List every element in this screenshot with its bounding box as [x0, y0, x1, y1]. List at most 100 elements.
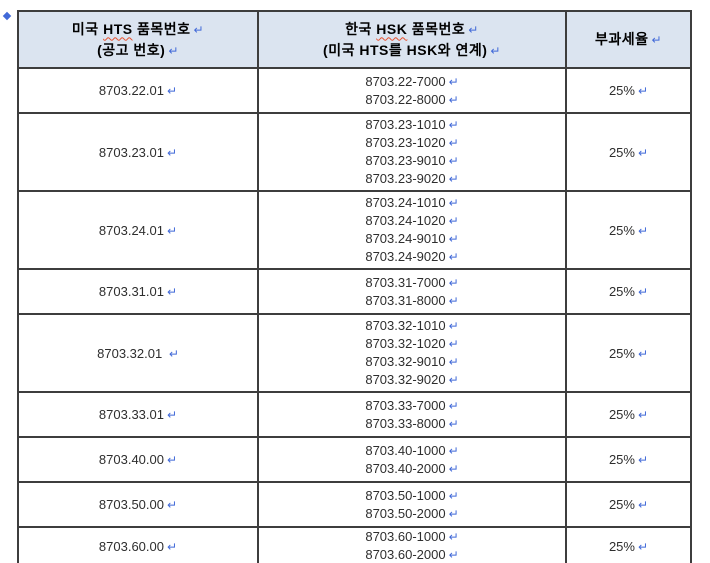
hsk-code: 8703.50-1000 — [365, 487, 446, 503]
return-mark-icon: ↵ — [448, 214, 459, 228]
hts-code-cell[interactable]: 8703.22.01 ↵ — [17, 67, 259, 114]
rate-value: 25% — [608, 222, 635, 238]
table-row: 8703.22.01 ↵ 8703.22-7000 ↵ 8703.22-8000 ↵ 25%… — [17, 67, 692, 114]
table-anchor-icon[interactable] — [2, 11, 12, 21]
hsk-code: 8703.24-1020 — [365, 213, 446, 228]
return-mark-icon: ↵ — [637, 145, 649, 160]
hts-code-cell[interactable]: 8703.40.00 ↵ — [17, 436, 259, 483]
table-header: 미국 HTS 품목번호 ↵ (공고 번호) ↵ 한국 HSK 품목번호 ↵ (미국 H… — [17, 10, 692, 69]
hsk-code-line: 8703.32-1020 ↵ — [260, 335, 564, 353]
rate-cell[interactable]: 25% ↵ — [565, 268, 692, 315]
return-mark-icon: ↵ — [448, 154, 459, 168]
return-mark-icon: ↵ — [448, 416, 459, 431]
return-mark-icon: ↵ — [448, 136, 459, 150]
return-mark-icon: ↵ — [168, 346, 179, 361]
hts-code-cell[interactable]: 8703.23.01 ↵ — [17, 112, 259, 192]
rate-cell[interactable]: 25% ↵ — [565, 313, 692, 393]
return-mark-icon: ↵ — [448, 337, 459, 351]
hsk-code: 8703.31-7000 — [365, 274, 446, 290]
rate-cell[interactable]: 25% ↵ — [565, 481, 692, 528]
hsk-code: 8703.22-7000 — [365, 73, 446, 89]
return-mark-icon: ↵ — [637, 539, 649, 554]
hts-code: 8703.60.00 — [98, 538, 164, 554]
hsk-code: 8703.40-1000 — [365, 442, 446, 458]
header-hts-line2: (공고 번호) ↵ — [20, 40, 256, 61]
return-mark-icon: ↵ — [448, 196, 459, 210]
rate-cell[interactable]: 25% ↵ — [565, 67, 692, 114]
header-text: 품목번호 — [407, 20, 466, 37]
rate-cell[interactable]: 25% ↵ — [565, 436, 692, 483]
hts-code-cell[interactable]: 8703.31.01 ↵ — [17, 268, 259, 315]
hsk-code-line: 8703.23-1010 ↵ — [260, 116, 564, 134]
header-text: 품목번호 — [132, 20, 191, 37]
return-mark-icon: ↵ — [468, 22, 479, 37]
return-mark-icon: ↵ — [637, 285, 649, 299]
return-mark-icon: ↵ — [168, 43, 179, 58]
table-row: 8703.31.01 ↵ 8703.31-7000 ↵ 8703.31-8000 ↵ 25%… — [17, 268, 692, 315]
return-mark-icon: ↵ — [448, 530, 459, 544]
header-cell-hsk[interactable]: 한국 HSK 품목번호 ↵ (미국 HTS를 HSK와 연계) ↵ — [257, 10, 567, 69]
header-row: 미국 HTS 품목번호 ↵ (공고 번호) ↵ 한국 HSK 품목번호 ↵ (미국 H… — [17, 10, 692, 69]
hsk-codes-cell[interactable]: 8703.32-1010 ↵ 8703.32-1020 ↵ 8703.32-9010 ↵ 8… — [257, 313, 567, 393]
header-text: 미국 — [71, 20, 104, 37]
return-mark-icon: ↵ — [448, 548, 459, 562]
return-mark-icon: ↵ — [637, 498, 649, 512]
hsk-code: 8703.23-9010 — [365, 153, 446, 168]
hsk-code-line: 8703.33-7000 ↵ — [260, 397, 564, 415]
header-cell-rate[interactable]: 부과세율 ↵ — [565, 10, 692, 69]
header-cell-hts[interactable]: 미국 HTS 품목번호 ↵ (공고 번호) ↵ — [17, 10, 259, 69]
hsk-code-line: 8703.40-1000 ↵ — [260, 442, 564, 460]
rate-value: 25% — [608, 284, 635, 299]
rate-cell[interactable]: 25% ↵ — [565, 190, 692, 270]
hsk-code-line: 8703.23-9020 ↵ — [260, 170, 564, 188]
rate-cell[interactable]: 25% ↵ — [565, 112, 692, 192]
hsk-code-line: 8703.32-9010 ↵ — [260, 353, 564, 371]
return-mark-icon: ↵ — [637, 453, 649, 467]
hsk-code: 8703.33-7000 — [365, 397, 446, 413]
hsk-code: 8703.32-1020 — [365, 336, 446, 351]
return-mark-icon: ↵ — [637, 223, 649, 238]
return-mark-icon: ↵ — [637, 346, 649, 361]
return-mark-icon: ↵ — [167, 408, 178, 422]
return-mark-icon: ↵ — [490, 43, 501, 58]
hsk-codes-cell[interactable]: 8703.31-7000 ↵ 8703.31-8000 ↵ — [257, 268, 567, 315]
return-mark-icon: ↵ — [448, 250, 459, 264]
hsk-codes-cell[interactable]: 8703.23-1010 ↵ 8703.23-1020 ↵ 8703.23-9010 ↵ 8… — [257, 112, 567, 192]
hts-code-cell[interactable]: 8703.32.01 ↵ — [17, 313, 259, 393]
table-row: 8703.50.00 ↵ 8703.50-1000 ↵ 8703.50-2000 ↵ 25%… — [17, 481, 692, 528]
hsk-codes-cell[interactable]: 8703.33-7000 ↵ 8703.33-8000 ↵ — [257, 391, 567, 438]
table-body: 8703.22.01 ↵ 8703.22-7000 ↵ 8703.22-8000 ↵ 25%… — [17, 67, 692, 563]
hsk-code-line: 8703.22-7000 ↵ — [260, 73, 564, 91]
hsk-code-line: 8703.31-8000 ↵ — [260, 292, 564, 310]
rate-value: 25% — [608, 497, 635, 512]
hts-code-cell[interactable]: 8703.24.01 ↵ — [17, 190, 259, 270]
header-text: 한국 — [345, 20, 377, 37]
hsk-codes-cell[interactable]: 8703.60-1000 ↵ 8703.60-2000 ↵ — [257, 526, 567, 563]
return-mark-icon: ↵ — [167, 498, 178, 512]
hsk-code-line: 8703.24-1010 ↵ — [260, 194, 564, 212]
return-mark-icon: ↵ — [448, 118, 459, 132]
return-mark-icon: ↵ — [193, 22, 205, 37]
hsk-code: 8703.23-1010 — [365, 117, 446, 132]
rate-cell[interactable]: 25% ↵ — [565, 391, 692, 438]
hts-code-cell[interactable]: 8703.60.00 ↵ — [17, 526, 259, 563]
hsk-code: 8703.40-2000 — [365, 460, 446, 476]
hts-code-cell[interactable]: 8703.33.01 ↵ — [17, 391, 259, 438]
header-text: (미국 HTS를 HSK와 연계) — [323, 41, 488, 58]
hsk-codes-cell[interactable]: 8703.22-7000 ↵ 8703.22-8000 ↵ — [257, 67, 567, 114]
return-mark-icon: ↵ — [167, 145, 178, 160]
table-row: 8703.32.01 ↵ 8703.32-1010 ↵ 8703.32-1020 ↵ 87… — [17, 313, 692, 393]
hsk-codes-cell[interactable]: 8703.24-1010 ↵ 8703.24-1020 ↵ 8703.24-9010 ↵ 8… — [257, 190, 567, 270]
rate-cell[interactable]: 25% ↵ — [565, 526, 692, 563]
table-row: 8703.23.01 ↵ 8703.23-1010 ↵ 8703.23-1020 ↵ 870… — [17, 112, 692, 192]
hts-code: 8703.24.01 — [98, 222, 164, 238]
hsk-code: 8703.32-9010 — [365, 354, 446, 369]
hsk-codes-cell[interactable]: 8703.40-1000 ↵ 8703.40-2000 ↵ — [257, 436, 567, 483]
return-mark-icon: ↵ — [167, 453, 178, 467]
hsk-codes-cell[interactable]: 8703.50-1000 ↵ 8703.50-2000 ↵ — [257, 481, 567, 528]
return-mark-icon: ↵ — [167, 285, 178, 299]
hts-code-cell[interactable]: 8703.50.00 ↵ — [17, 481, 259, 528]
hsk-code-line: 8703.60-1000 ↵ — [260, 529, 564, 546]
hsk-code-line: 8703.22-8000 ↵ — [260, 91, 564, 109]
